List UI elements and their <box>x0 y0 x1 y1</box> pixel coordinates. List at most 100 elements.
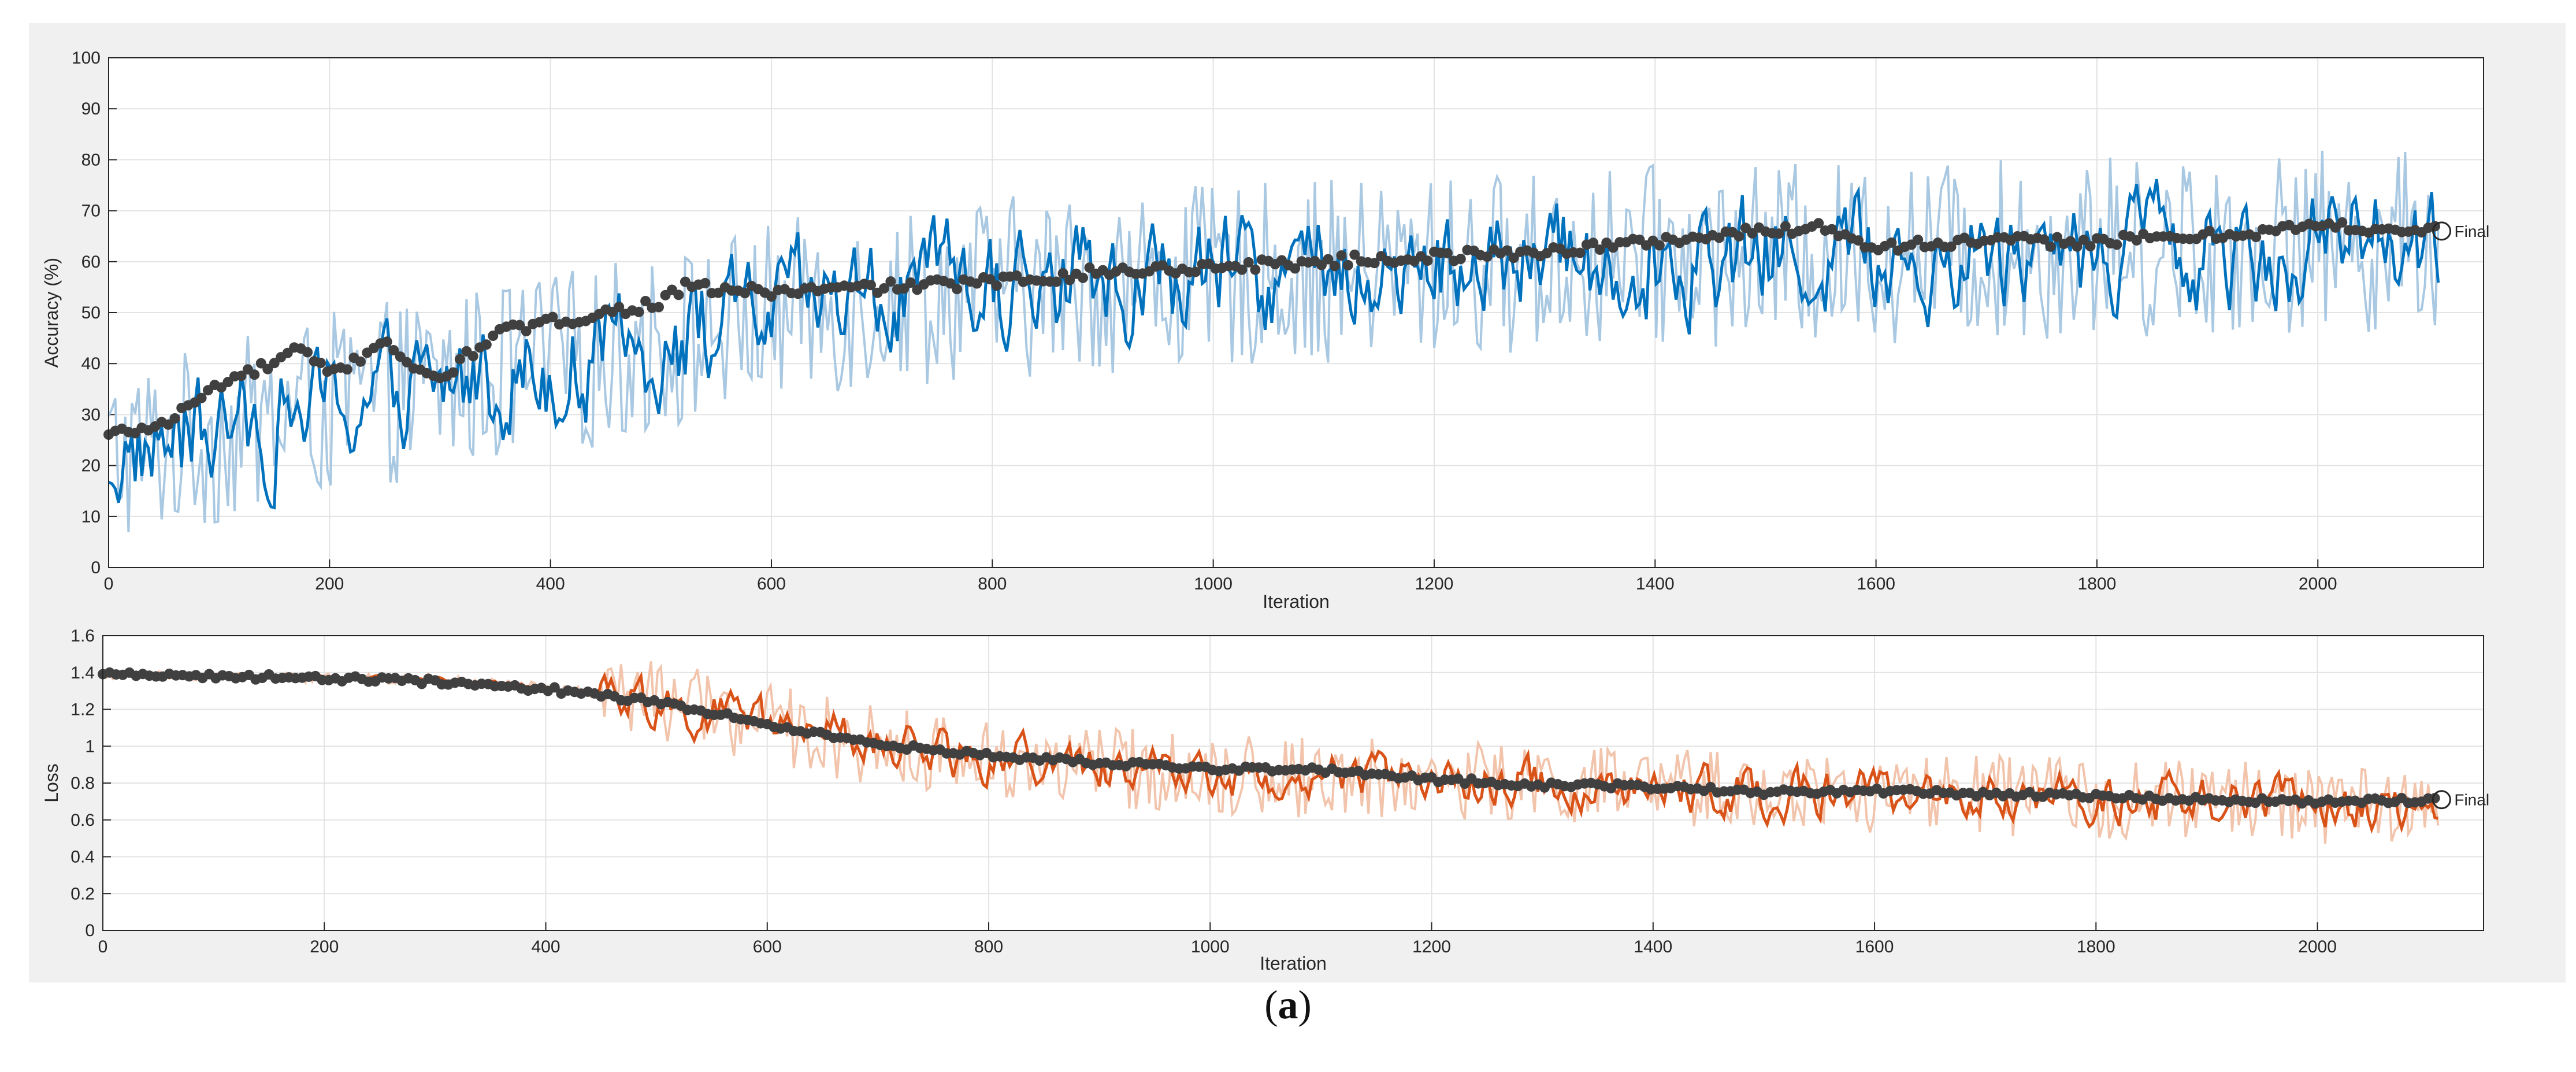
validation-point <box>1886 237 1897 248</box>
validation-point <box>2039 234 2050 245</box>
validation-point <box>1051 276 1062 287</box>
validation-point <box>952 284 963 295</box>
x-tick-label: 400 <box>531 937 560 956</box>
validation-point <box>1853 235 1864 246</box>
validation-point <box>1946 241 1957 252</box>
validation-point <box>1078 272 1089 283</box>
validation-point <box>2078 235 2089 246</box>
validation-point <box>985 274 996 285</box>
validation-point <box>633 306 644 317</box>
validation-point <box>1575 247 1586 258</box>
validation-point <box>1827 224 1838 235</box>
validation-point <box>1455 254 1466 265</box>
x-tick-label: 0 <box>104 574 114 594</box>
y-tick-label: 0.6 <box>70 811 95 830</box>
validation-point <box>879 283 889 294</box>
training-loss-raw-line <box>102 661 2440 844</box>
y-tick-label: 0.2 <box>70 884 95 903</box>
validation-point <box>1813 218 1824 229</box>
validation-point <box>1243 257 1254 268</box>
validation-point <box>2045 241 2056 252</box>
y-tick-label: 1 <box>85 737 95 756</box>
validation-point <box>766 291 777 302</box>
caption-open: ( <box>1264 983 1278 1028</box>
validation-point <box>388 345 399 355</box>
validation-point <box>1502 245 1513 256</box>
final-label: Final <box>2455 222 2490 240</box>
validation-point <box>2131 235 2142 246</box>
validation-point <box>866 280 876 291</box>
validation-point <box>971 278 982 289</box>
figure-caption: (a) <box>0 982 2576 1029</box>
axes-frame <box>102 635 2484 931</box>
validation-point <box>355 356 366 367</box>
validation-point <box>1329 261 1340 272</box>
x-tick-label: 1400 <box>1636 574 1675 594</box>
validation-point <box>236 370 247 381</box>
validation-point <box>700 277 711 288</box>
validation-point <box>1654 240 1665 251</box>
y-tick-label: 1.6 <box>70 626 95 646</box>
validation-point <box>549 682 560 693</box>
y-tick-label: 10 <box>81 507 101 526</box>
validation-point <box>302 347 313 358</box>
x-tick-label: 1400 <box>1634 937 1672 956</box>
validation-point <box>1734 231 1744 242</box>
x-tick-label: 1600 <box>1855 937 1894 956</box>
validation-point <box>1773 228 1784 239</box>
validation-point <box>521 326 532 337</box>
y-tick-label: 80 <box>81 150 101 169</box>
validation-point <box>2052 232 2063 243</box>
validation-point <box>991 280 1002 291</box>
x-axis-label: Iteration <box>1263 591 1330 612</box>
y-tick-label: 0.4 <box>70 848 95 867</box>
validation-point <box>547 311 558 322</box>
validation-point <box>402 357 413 368</box>
validation-point <box>488 331 499 341</box>
validation-point <box>467 351 478 362</box>
x-tick-label: 1800 <box>2077 937 2115 956</box>
x-tick-label: 1000 <box>1194 574 1233 594</box>
validation-point <box>1084 262 1095 273</box>
y-tick-label: 1.4 <box>70 663 95 682</box>
validation-point <box>481 339 492 350</box>
validation-point <box>381 336 392 347</box>
validation-point <box>1369 258 1380 269</box>
validation-point <box>169 413 180 424</box>
x-axis-label: Iteration <box>1260 953 1327 974</box>
validation-loss-series <box>98 667 2440 809</box>
validation-point <box>249 369 260 380</box>
axes-frame <box>108 57 2484 568</box>
validation-point <box>448 367 459 378</box>
validation-point <box>2085 241 2096 251</box>
x-tick-label: 600 <box>757 574 786 594</box>
validation-point <box>2204 225 2215 236</box>
final-marker <box>2432 790 2451 810</box>
y-tick-label: 1.2 <box>70 700 95 719</box>
validation-point <box>1342 259 1353 270</box>
validation-point <box>1057 268 1068 279</box>
validation-point <box>1011 270 1022 281</box>
training-accuracy-smoothed-line <box>108 179 2440 510</box>
x-tick-label: 1800 <box>2078 574 2117 594</box>
x-tick-label: 200 <box>315 574 344 594</box>
validation-point <box>1336 250 1347 261</box>
y-tick-label: 100 <box>72 49 101 68</box>
x-tick-label: 2000 <box>2299 574 2337 594</box>
validation-point <box>2111 239 2122 250</box>
validation-point <box>342 364 352 375</box>
validation-point <box>1442 248 1453 259</box>
validation-point <box>673 290 684 301</box>
validation-point <box>315 358 326 368</box>
x-tick-label: 1200 <box>1412 937 1451 956</box>
validation-point <box>1588 238 1599 248</box>
y-tick-label: 0 <box>85 921 95 940</box>
y-tick-label: 90 <box>81 99 101 118</box>
validation-point <box>1290 263 1301 274</box>
validation-point <box>1237 264 1248 275</box>
validation-point <box>514 320 525 331</box>
x-tick-label: 800 <box>978 574 1007 594</box>
x-tick-label: 400 <box>536 574 565 594</box>
validation-point <box>654 302 664 313</box>
validation-point <box>1349 249 1360 260</box>
